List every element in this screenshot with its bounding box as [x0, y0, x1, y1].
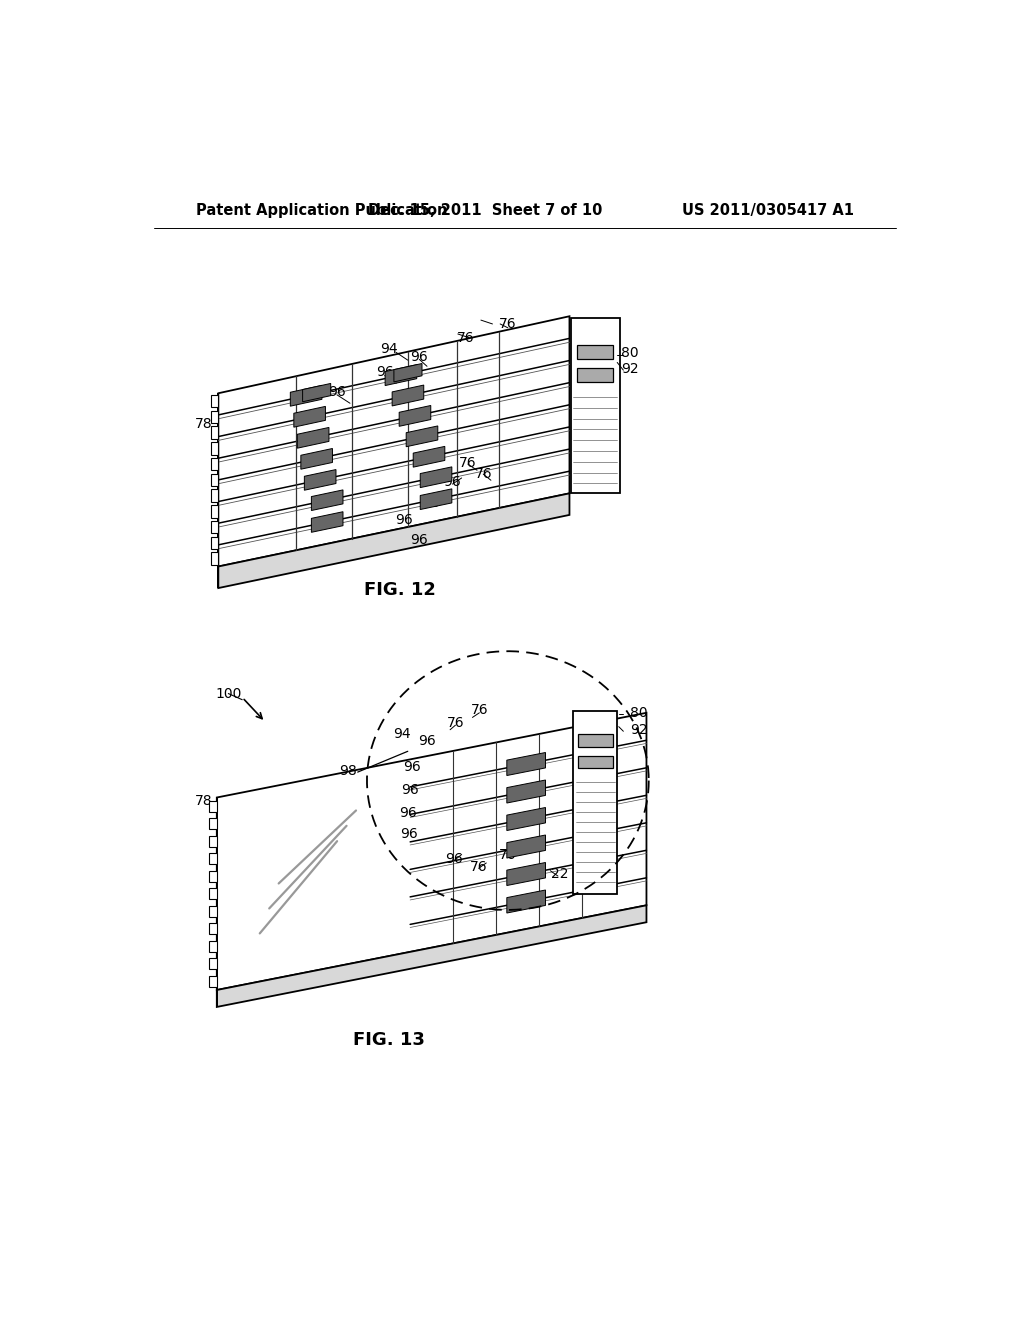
- Text: 96: 96: [402, 760, 421, 774]
- Polygon shape: [507, 890, 546, 913]
- Polygon shape: [420, 488, 452, 510]
- Polygon shape: [311, 512, 343, 532]
- Text: 96: 96: [411, 350, 428, 364]
- Polygon shape: [218, 317, 569, 566]
- Polygon shape: [211, 490, 218, 502]
- Polygon shape: [209, 836, 217, 846]
- Polygon shape: [209, 924, 217, 935]
- Text: FIG. 13: FIG. 13: [352, 1031, 424, 1049]
- Polygon shape: [209, 853, 217, 865]
- Polygon shape: [209, 888, 217, 899]
- Text: 76: 76: [459, 455, 476, 470]
- Text: 76: 76: [470, 859, 487, 874]
- Text: 22: 22: [551, 867, 568, 882]
- Polygon shape: [291, 385, 322, 407]
- Polygon shape: [211, 553, 218, 565]
- Text: 96: 96: [328, 384, 346, 399]
- Text: 80: 80: [630, 706, 647, 719]
- Polygon shape: [578, 756, 612, 768]
- Polygon shape: [301, 449, 333, 469]
- Text: 78: 78: [195, 795, 213, 808]
- Polygon shape: [303, 383, 331, 401]
- Polygon shape: [297, 428, 329, 449]
- Polygon shape: [211, 506, 218, 517]
- Text: US 2011/0305417 A1: US 2011/0305417 A1: [682, 203, 854, 218]
- Text: 78: 78: [195, 417, 213, 432]
- Polygon shape: [578, 345, 613, 359]
- Text: 96: 96: [400, 828, 418, 841]
- Text: 94: 94: [380, 342, 397, 356]
- Polygon shape: [507, 752, 546, 776]
- Text: 76: 76: [474, 467, 493, 480]
- Polygon shape: [218, 494, 569, 589]
- Polygon shape: [407, 426, 438, 446]
- Polygon shape: [573, 711, 617, 894]
- Polygon shape: [414, 446, 444, 467]
- Text: 92: 92: [621, 362, 638, 376]
- Text: 96: 96: [395, 513, 413, 527]
- Polygon shape: [209, 941, 217, 952]
- Polygon shape: [211, 442, 218, 454]
- Text: 96: 96: [399, 807, 417, 820]
- Text: Patent Application Publication: Patent Application Publication: [196, 203, 447, 218]
- Text: 96: 96: [411, 532, 428, 546]
- Text: Dec. 15, 2011  Sheet 7 of 10: Dec. 15, 2011 Sheet 7 of 10: [368, 203, 602, 218]
- Text: 94: 94: [393, 727, 412, 742]
- Text: 76: 76: [471, 704, 488, 718]
- Polygon shape: [217, 906, 646, 1007]
- Polygon shape: [211, 458, 218, 470]
- Text: 76: 76: [457, 331, 474, 345]
- Text: 96: 96: [418, 734, 436, 748]
- Text: FIG. 12: FIG. 12: [365, 581, 436, 598]
- Text: 92: 92: [630, 723, 647, 737]
- Text: 96: 96: [445, 853, 463, 866]
- Polygon shape: [571, 318, 620, 494]
- Polygon shape: [294, 407, 326, 428]
- Polygon shape: [392, 385, 424, 407]
- Polygon shape: [209, 871, 217, 882]
- Polygon shape: [399, 405, 431, 426]
- Polygon shape: [209, 958, 217, 969]
- Text: 96: 96: [422, 495, 439, 510]
- Text: 98: 98: [339, 763, 356, 777]
- Polygon shape: [209, 975, 217, 986]
- Text: 80: 80: [621, 346, 638, 360]
- Polygon shape: [507, 780, 546, 803]
- Polygon shape: [578, 368, 613, 381]
- Polygon shape: [507, 862, 546, 886]
- Polygon shape: [209, 906, 217, 916]
- Polygon shape: [385, 364, 417, 385]
- Polygon shape: [211, 426, 218, 438]
- Text: 76: 76: [499, 317, 517, 331]
- Polygon shape: [211, 474, 218, 486]
- Polygon shape: [209, 818, 217, 829]
- Text: 96: 96: [401, 783, 419, 797]
- Text: 100: 100: [215, 686, 242, 701]
- Polygon shape: [211, 395, 218, 408]
- Polygon shape: [311, 490, 343, 511]
- Polygon shape: [420, 467, 452, 487]
- Text: 76: 76: [499, 849, 517, 862]
- Text: 96: 96: [443, 475, 461, 488]
- Polygon shape: [394, 363, 422, 381]
- Polygon shape: [217, 713, 646, 990]
- Text: 96: 96: [376, 366, 393, 379]
- Text: 76: 76: [446, 715, 464, 730]
- Polygon shape: [211, 521, 218, 533]
- Polygon shape: [209, 801, 217, 812]
- Polygon shape: [507, 808, 546, 830]
- Polygon shape: [304, 470, 336, 490]
- Polygon shape: [211, 537, 218, 549]
- Polygon shape: [211, 411, 218, 422]
- Polygon shape: [507, 836, 546, 858]
- Polygon shape: [578, 734, 612, 747]
